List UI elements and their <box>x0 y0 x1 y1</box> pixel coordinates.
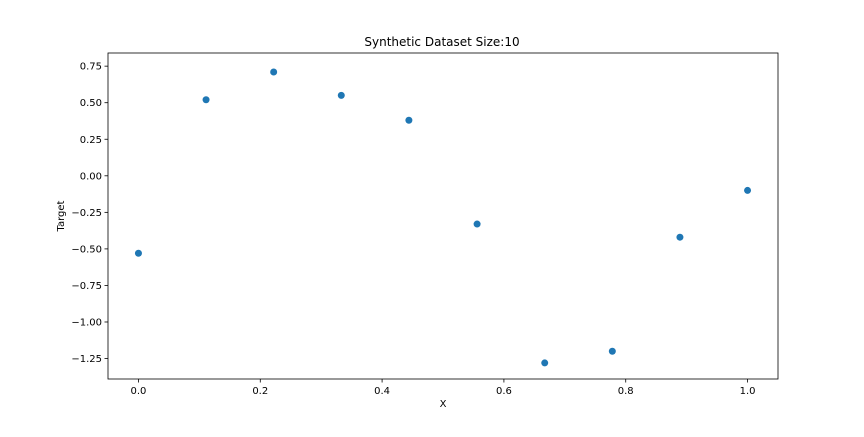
scatter-point <box>270 68 278 76</box>
y-tick-label: −1.25 <box>71 354 102 365</box>
scatter-point <box>473 220 481 228</box>
scatter-point <box>676 233 684 241</box>
scatter-point <box>541 359 549 367</box>
y-tick-label: 0.75 <box>80 62 102 73</box>
y-tick-label: 0.25 <box>80 135 102 146</box>
scatter-point <box>744 186 752 194</box>
y-tick-label: 0.00 <box>80 171 102 182</box>
y-tick-label: −0.75 <box>71 281 102 292</box>
y-tick-label: 0.50 <box>80 98 102 109</box>
scatter-point <box>405 116 413 124</box>
x-tick-label: 0.0 <box>131 386 147 397</box>
y-tick-label: −1.00 <box>71 317 102 328</box>
chart-title: Synthetic Dataset Size:10 <box>364 35 519 49</box>
scatter-point <box>608 347 616 355</box>
x-tick-label: 0.8 <box>618 386 634 397</box>
y-tick-label: −0.50 <box>71 244 102 255</box>
x-axis-label: X <box>440 399 447 410</box>
x-tick-label: 1.0 <box>740 386 756 397</box>
scatter-point <box>202 96 210 104</box>
plot-area-frame <box>107 52 779 380</box>
scatter-point <box>134 249 142 257</box>
x-tick-label: 0.4 <box>374 386 390 397</box>
y-axis-label: Target <box>56 200 67 232</box>
y-tick-label: −0.25 <box>71 208 102 219</box>
x-tick-label: 0.2 <box>252 386 268 397</box>
axis-ticks: 0.0 0.2 0.4 0.6 0.8 1.0 0.75 0.50 0.25 0.00 −0.25 −… <box>71 62 755 397</box>
data-points <box>134 68 752 367</box>
x-tick-label: 0.6 <box>496 386 512 397</box>
scatter-point <box>337 91 345 99</box>
